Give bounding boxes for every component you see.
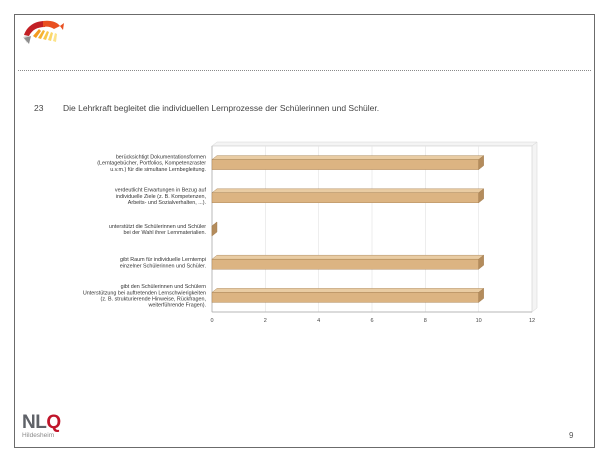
brand-subtitle: Hildesheim xyxy=(22,432,55,439)
plot-back-top xyxy=(211,141,538,147)
category-label: weiterführende Fragen). xyxy=(147,303,206,309)
fan-arc-logo-icon xyxy=(23,20,64,44)
nlq-brand-logo: NLQ Hildesheim xyxy=(22,413,61,440)
bar-side xyxy=(478,287,484,303)
category-label: gibt den Schülerinnen und Schülern xyxy=(121,284,206,290)
category-label: verdeutlicht Erwartungen in Bezug auf xyxy=(115,188,207,194)
x-tick-label: 2 xyxy=(264,318,267,324)
bar-side xyxy=(478,188,484,204)
bar-side xyxy=(478,155,484,171)
category-label: bei der Wahl ihrer Lernmaterialien. xyxy=(124,230,207,236)
x-tick-label: 12 xyxy=(529,318,535,324)
bar-top xyxy=(211,188,485,194)
x-tick-label: 0 xyxy=(210,318,213,324)
brand-accent: Q xyxy=(46,412,61,433)
category-label: unterstützt die Schülerinnen und Schüler xyxy=(109,224,206,230)
bar-top xyxy=(211,254,485,260)
category-label: einzelner Schülerinnen und Schüler. xyxy=(120,263,206,269)
category-label: gibt Raum für individuelle Lerntempi xyxy=(120,257,206,263)
brand-prefix: NL xyxy=(22,412,47,433)
category-label: u.v.m.) für die simultane Lernbegleitung… xyxy=(110,167,206,173)
bar-side xyxy=(478,254,484,270)
category-label: (z. B. strukturierende Hinweise, Rückfra… xyxy=(101,297,207,303)
category-label: berücksichtigt Dokumentationsformen xyxy=(116,154,206,160)
bar xyxy=(211,192,479,204)
bar-side xyxy=(211,221,218,237)
x-tick-label: 8 xyxy=(424,318,427,324)
bar xyxy=(211,292,479,303)
question-text: Die Lehrkraft begleitet die individuelle… xyxy=(63,103,380,113)
category-label: Unterstützung bei auftretenden Lernschwi… xyxy=(83,290,206,296)
plot-back-right xyxy=(531,141,538,313)
category-label: (Lerntagebücher, Portfolios, Kompetenzra… xyxy=(97,161,206,167)
page-number: 9 xyxy=(569,431,574,440)
bar xyxy=(211,259,479,270)
header-divider xyxy=(18,70,591,71)
x-tick-label: 10 xyxy=(476,318,482,324)
bar-top xyxy=(211,155,485,160)
bar-top xyxy=(211,288,485,293)
x-tick-label: 6 xyxy=(370,318,373,324)
question-number: 23 xyxy=(34,103,44,113)
brand-wordmark: NLQ xyxy=(22,413,61,432)
bar xyxy=(211,159,479,170)
category-label: Arbeits- und Sozialverhalten, ...). xyxy=(128,200,206,206)
category-label: individuelle Ziele (z. B. Kompetenzen, xyxy=(116,194,207,200)
x-tick-label: 4 xyxy=(317,318,320,324)
